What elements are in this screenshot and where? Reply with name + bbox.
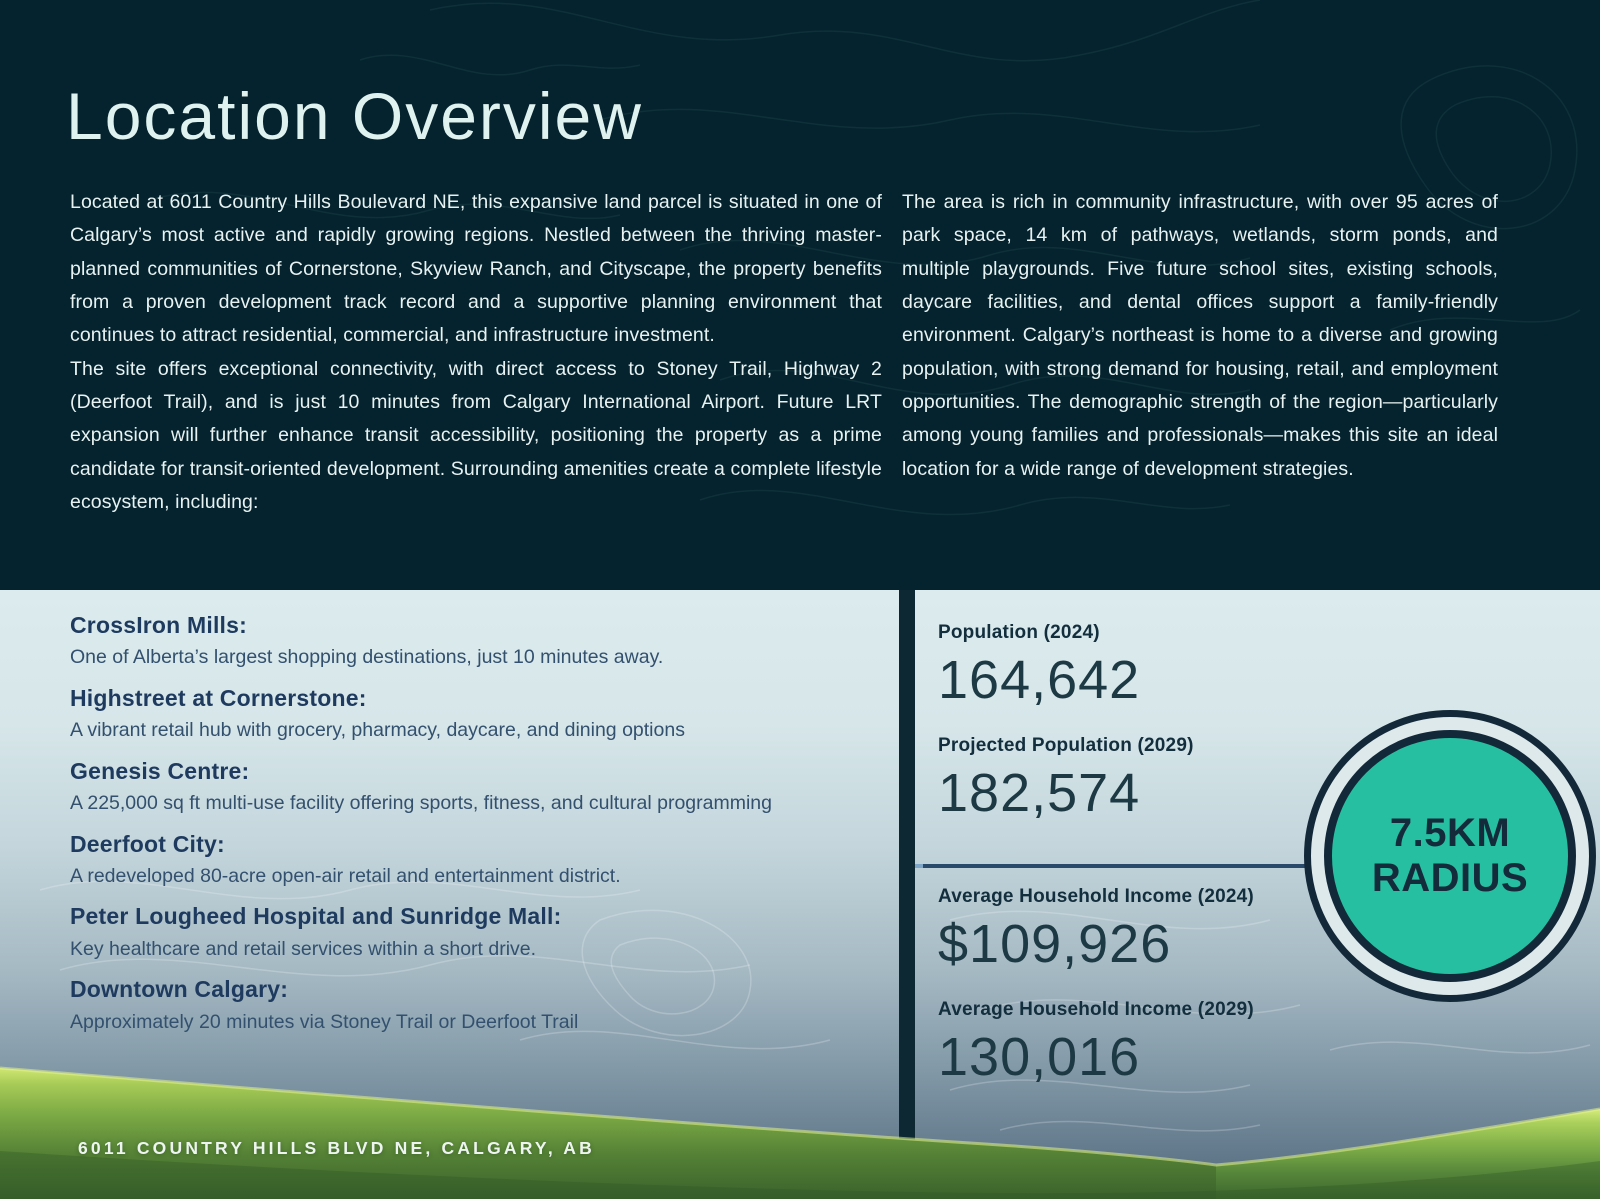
- amenity-name: Highstreet at Cornerstone:: [70, 684, 367, 711]
- stat-label: Average Household Income (2029): [938, 998, 1254, 1020]
- stats-population-group: Population (2024) 164,642 Projected Popu…: [938, 622, 1378, 848]
- stat-value: $109,926: [938, 913, 1172, 974]
- stat-label: Projected Population (2029): [938, 734, 1194, 756]
- amenity-name: Peter Lougheed Hospital and Sunridge Mal…: [70, 903, 562, 930]
- stat-value: 164,642: [938, 649, 1141, 710]
- stats-income-group: Average Household Income (2024) $109,926…: [938, 886, 1378, 1112]
- stat-value: 130,016: [938, 1026, 1141, 1087]
- amenity-name: Downtown Calgary:: [70, 976, 289, 1003]
- stat-item: Average Household Income (2029) 130,016: [938, 999, 1378, 1088]
- radius-badge-inner-circle: 7.5KM RADIUS: [1324, 730, 1576, 982]
- vertical-divider: [899, 590, 915, 1199]
- intro-paragraph: The site offers exceptional connectivity…: [70, 357, 882, 514]
- stat-item: Projected Population (2029) 182,574: [938, 735, 1378, 824]
- amenity-item: Deerfoot City: A redeveloped 80-acre ope…: [70, 831, 870, 888]
- amenity-description: A 225,000 sq ft multi-use facility offer…: [70, 792, 772, 815]
- footer-address: 6011 COUNTRY HILLS BLVD NE, CALGARY, AB: [78, 1138, 595, 1158]
- stat-item: Population (2024) 164,642: [938, 622, 1378, 711]
- amenity-item: Highstreet at Cornerstone: A vibrant ret…: [70, 685, 870, 742]
- amenity-description: A redeveloped 80-acre open-air retail an…: [70, 865, 621, 888]
- amenity-item: Genesis Centre: A 225,000 sq ft multi-us…: [70, 758, 870, 815]
- radius-distance: 7.5KM: [1389, 811, 1511, 856]
- amenity-name: Deerfoot City:: [70, 830, 225, 857]
- stat-label: Average Household Income (2024): [938, 886, 1254, 907]
- stat-value: 182,574: [938, 762, 1141, 823]
- amenity-description: Key healthcare and retail services withi…: [70, 937, 537, 960]
- amenities-list: CrossIron Mills: One of Alberta’s larges…: [70, 612, 870, 1049]
- amenity-description: A vibrant retail hub with grocery, pharm…: [70, 719, 685, 742]
- intro-right-column: The area is rich in community infrastruc…: [902, 186, 1498, 486]
- radius-badge: 7.5KM RADIUS: [1304, 710, 1596, 1002]
- amenity-description: Approximately 20 minutes via Stoney Trai…: [70, 1010, 579, 1033]
- intro-paragraph: The area is rich in community infrastruc…: [902, 191, 1498, 480]
- intro-paragraph: Located at 6011 Country Hills Boulevard …: [70, 191, 882, 347]
- stats-divider-line: [915, 864, 1311, 868]
- hero-section: Location Overview Located at 6011 Countr…: [0, 0, 1600, 590]
- stat-label: Population (2024): [938, 622, 1100, 643]
- amenity-item: Peter Lougheed Hospital and Sunridge Mal…: [70, 903, 870, 960]
- amenity-description: One of Alberta’s largest shopping destin…: [70, 646, 664, 669]
- page-title: Location Overview: [66, 79, 643, 153]
- intro-left-column: Located at 6011 Country Hills Boulevard …: [70, 186, 882, 519]
- amenity-name: Genesis Centre:: [70, 757, 250, 784]
- amenity-name: CrossIron Mills:: [70, 612, 248, 638]
- stat-item: Average Household Income (2024) $109,926: [938, 886, 1378, 975]
- amenity-item: CrossIron Mills: One of Alberta’s larges…: [70, 612, 870, 669]
- amenity-item: Downtown Calgary: Approximately 20 minut…: [70, 976, 870, 1033]
- radius-label: RADIUS: [1371, 856, 1529, 900]
